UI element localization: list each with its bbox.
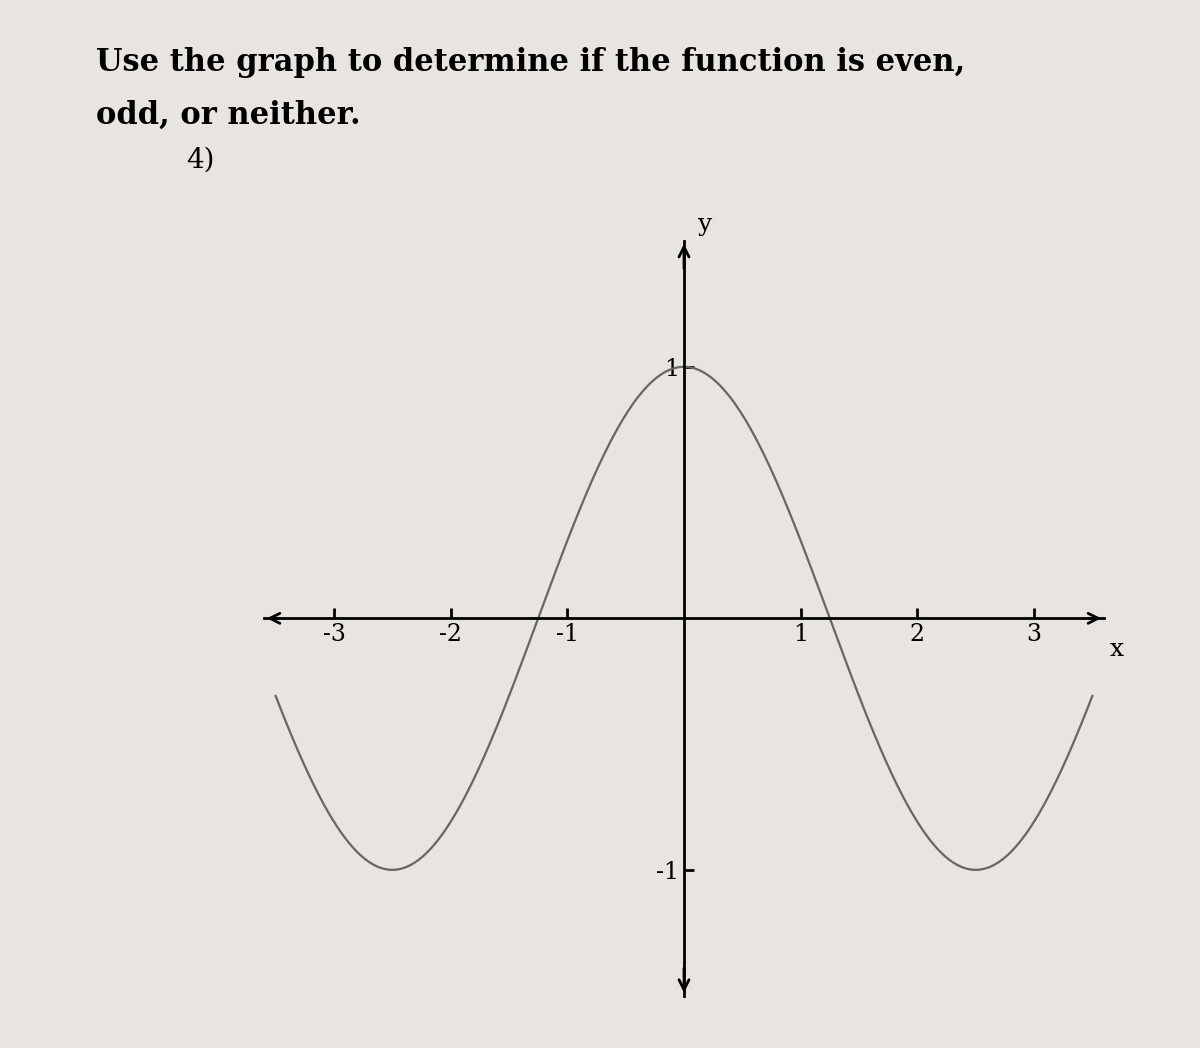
Text: 4): 4) <box>186 147 215 174</box>
Text: x: x <box>1110 638 1124 661</box>
Text: Use the graph to determine if the function is even,: Use the graph to determine if the functi… <box>96 47 965 79</box>
Text: y: y <box>698 213 713 236</box>
Text: odd, or neither.: odd, or neither. <box>96 100 361 131</box>
